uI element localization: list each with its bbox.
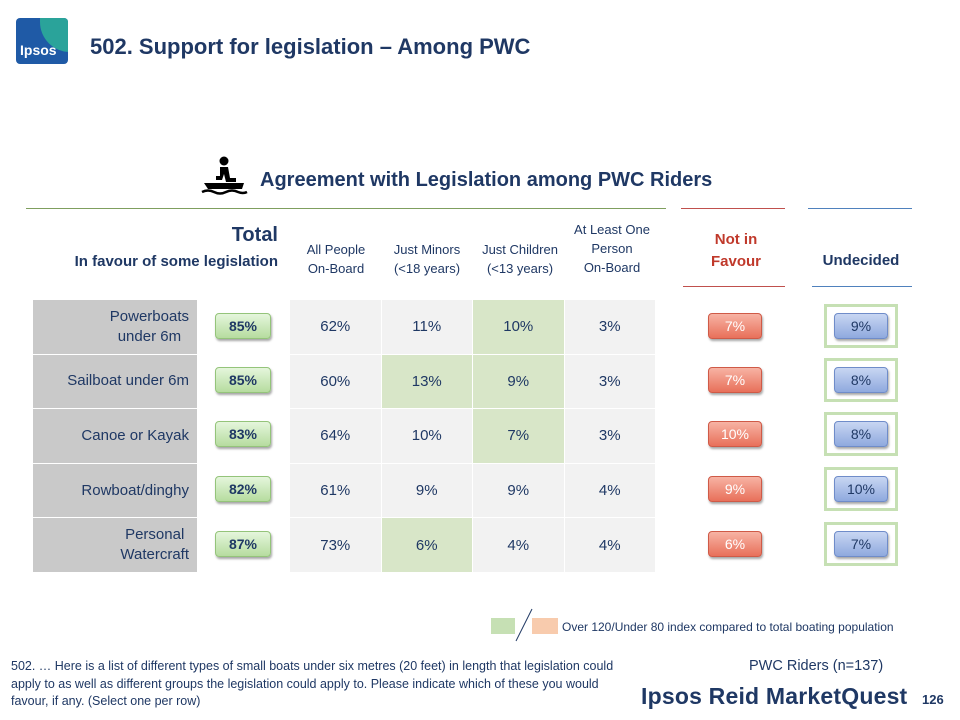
divider-undecided-top — [808, 208, 912, 209]
total-value-powerboats: 85% — [215, 313, 271, 339]
cell-at-least-one: 4% — [564, 518, 656, 572]
total-value-rowboat: 82% — [215, 476, 271, 502]
cell-at-least-one: 4% — [564, 463, 656, 518]
undecided-highlight-frame — [824, 522, 898, 566]
undecided-value-rowboat: 10% — [834, 476, 888, 502]
table-row: 64% 10% 7% 3% — [290, 409, 656, 464]
not-favour-value-personal-watercraft: 6% — [708, 531, 762, 557]
col-header-at-least-one: At Least One Person On-Board — [574, 222, 650, 275]
question-footnote: 502. … Here is a list of different types… — [11, 659, 614, 708]
undecided-value-personal-watercraft: 7% — [834, 531, 888, 557]
logo-text: Ipsos — [20, 42, 57, 58]
not-favour-value-rowboat: 9% — [708, 476, 762, 502]
divider-not-favour-top — [681, 208, 785, 209]
row-label-powerboats: Powerboats under 6m — [33, 300, 197, 355]
col-header-just-children: Just Children (<13 years) — [482, 242, 558, 276]
table-row: 61% 9% 9% 4% — [290, 463, 656, 519]
table-row: 73% 6% 4% 4% — [290, 518, 656, 573]
divider-total — [26, 208, 666, 209]
undecided-highlight-frame — [824, 358, 898, 402]
legend-under-swatch — [532, 618, 558, 634]
divider-undecided-bottom — [812, 286, 912, 287]
cell-just-children: 7% — [473, 409, 565, 463]
data-grid: 62% 11% 10% 3% 60% 13% 9% 3% 64% 10% 7% … — [290, 300, 656, 573]
chart-subtitle: Agreement with Legislation among PWC Rid… — [260, 169, 713, 191]
cell-just-minors: 6% — [381, 518, 473, 572]
undecided-value-powerboats: 9% — [834, 313, 888, 339]
table-row: 62% 11% 10% 3% — [290, 300, 656, 355]
cell-just-children: 10% — [473, 300, 565, 354]
cell-all-people: 73% — [290, 518, 382, 572]
cell-at-least-one: 3% — [564, 300, 656, 354]
divider-not-favour-bottom — [683, 286, 785, 287]
total-value-sailboat: 85% — [215, 367, 271, 393]
col-header-all-people: All People On-Board — [306, 242, 366, 276]
row-label-sailboat: Sailboat under 6m — [33, 355, 197, 410]
undecided-highlight-frame — [824, 467, 898, 511]
jet-ski-icon — [201, 156, 248, 195]
undecided-value-sailboat: 8% — [834, 367, 888, 393]
legend-slash-divider — [515, 608, 533, 642]
table-row: 60% 13% 9% 3% — [290, 354, 656, 410]
cell-just-minors: 9% — [381, 463, 473, 518]
cell-just-children: 9% — [473, 354, 565, 409]
cell-all-people: 62% — [290, 300, 382, 354]
undecided-highlight-frame — [824, 412, 898, 456]
row-label-personal-watercraft: Personal Watercraft — [33, 518, 197, 573]
brand-logo-text: Ipsos Reid MarketQuest — [641, 683, 908, 709]
total-value-personal-watercraft: 87% — [215, 531, 271, 557]
cell-at-least-one: 3% — [564, 354, 656, 409]
legend-over-swatch — [491, 618, 515, 634]
legend-text: Over 120/Under 80 index compared to tota… — [562, 620, 894, 634]
cell-all-people: 60% — [290, 354, 382, 409]
cell-all-people: 64% — [290, 409, 382, 463]
sample-size: PWC Riders (n=137) — [749, 658, 884, 674]
cell-just-children: 9% — [473, 463, 565, 518]
page-title: 502. Support for legislation – Among PWC — [90, 34, 531, 59]
row-label-rowboat: Rowboat/dinghy — [33, 464, 197, 519]
cell-just-minors: 13% — [381, 354, 473, 409]
col-header-not-in-favour: Not in Favour — [710, 231, 761, 270]
not-favour-value-powerboats: 7% — [708, 313, 762, 339]
total-heading: Total — [231, 224, 278, 246]
ipsos-logo: Ipsos — [16, 18, 68, 64]
cell-just-minors: 11% — [381, 300, 473, 354]
undecided-value-canoe: 8% — [834, 421, 888, 447]
undecided-highlight-frame — [824, 304, 898, 348]
row-label-canoe: Canoe or Kayak — [33, 409, 197, 464]
cell-just-children: 4% — [473, 518, 565, 572]
page-number: 126 — [922, 692, 944, 707]
total-value-canoe: 83% — [215, 421, 271, 447]
cell-just-minors: 10% — [381, 409, 473, 463]
not-favour-value-canoe: 10% — [708, 421, 762, 447]
total-subheading: In favour of some legislation — [74, 253, 278, 270]
cell-all-people: 61% — [290, 463, 382, 518]
col-header-just-minors: Just Minors (<18 years) — [393, 242, 461, 276]
col-header-undecided: Undecided — [822, 252, 900, 269]
not-favour-value-sailboat: 7% — [708, 367, 762, 393]
row-labels: Powerboats under 6m Sailboat under 6m Can… — [33, 300, 197, 573]
cell-at-least-one: 3% — [564, 409, 656, 463]
